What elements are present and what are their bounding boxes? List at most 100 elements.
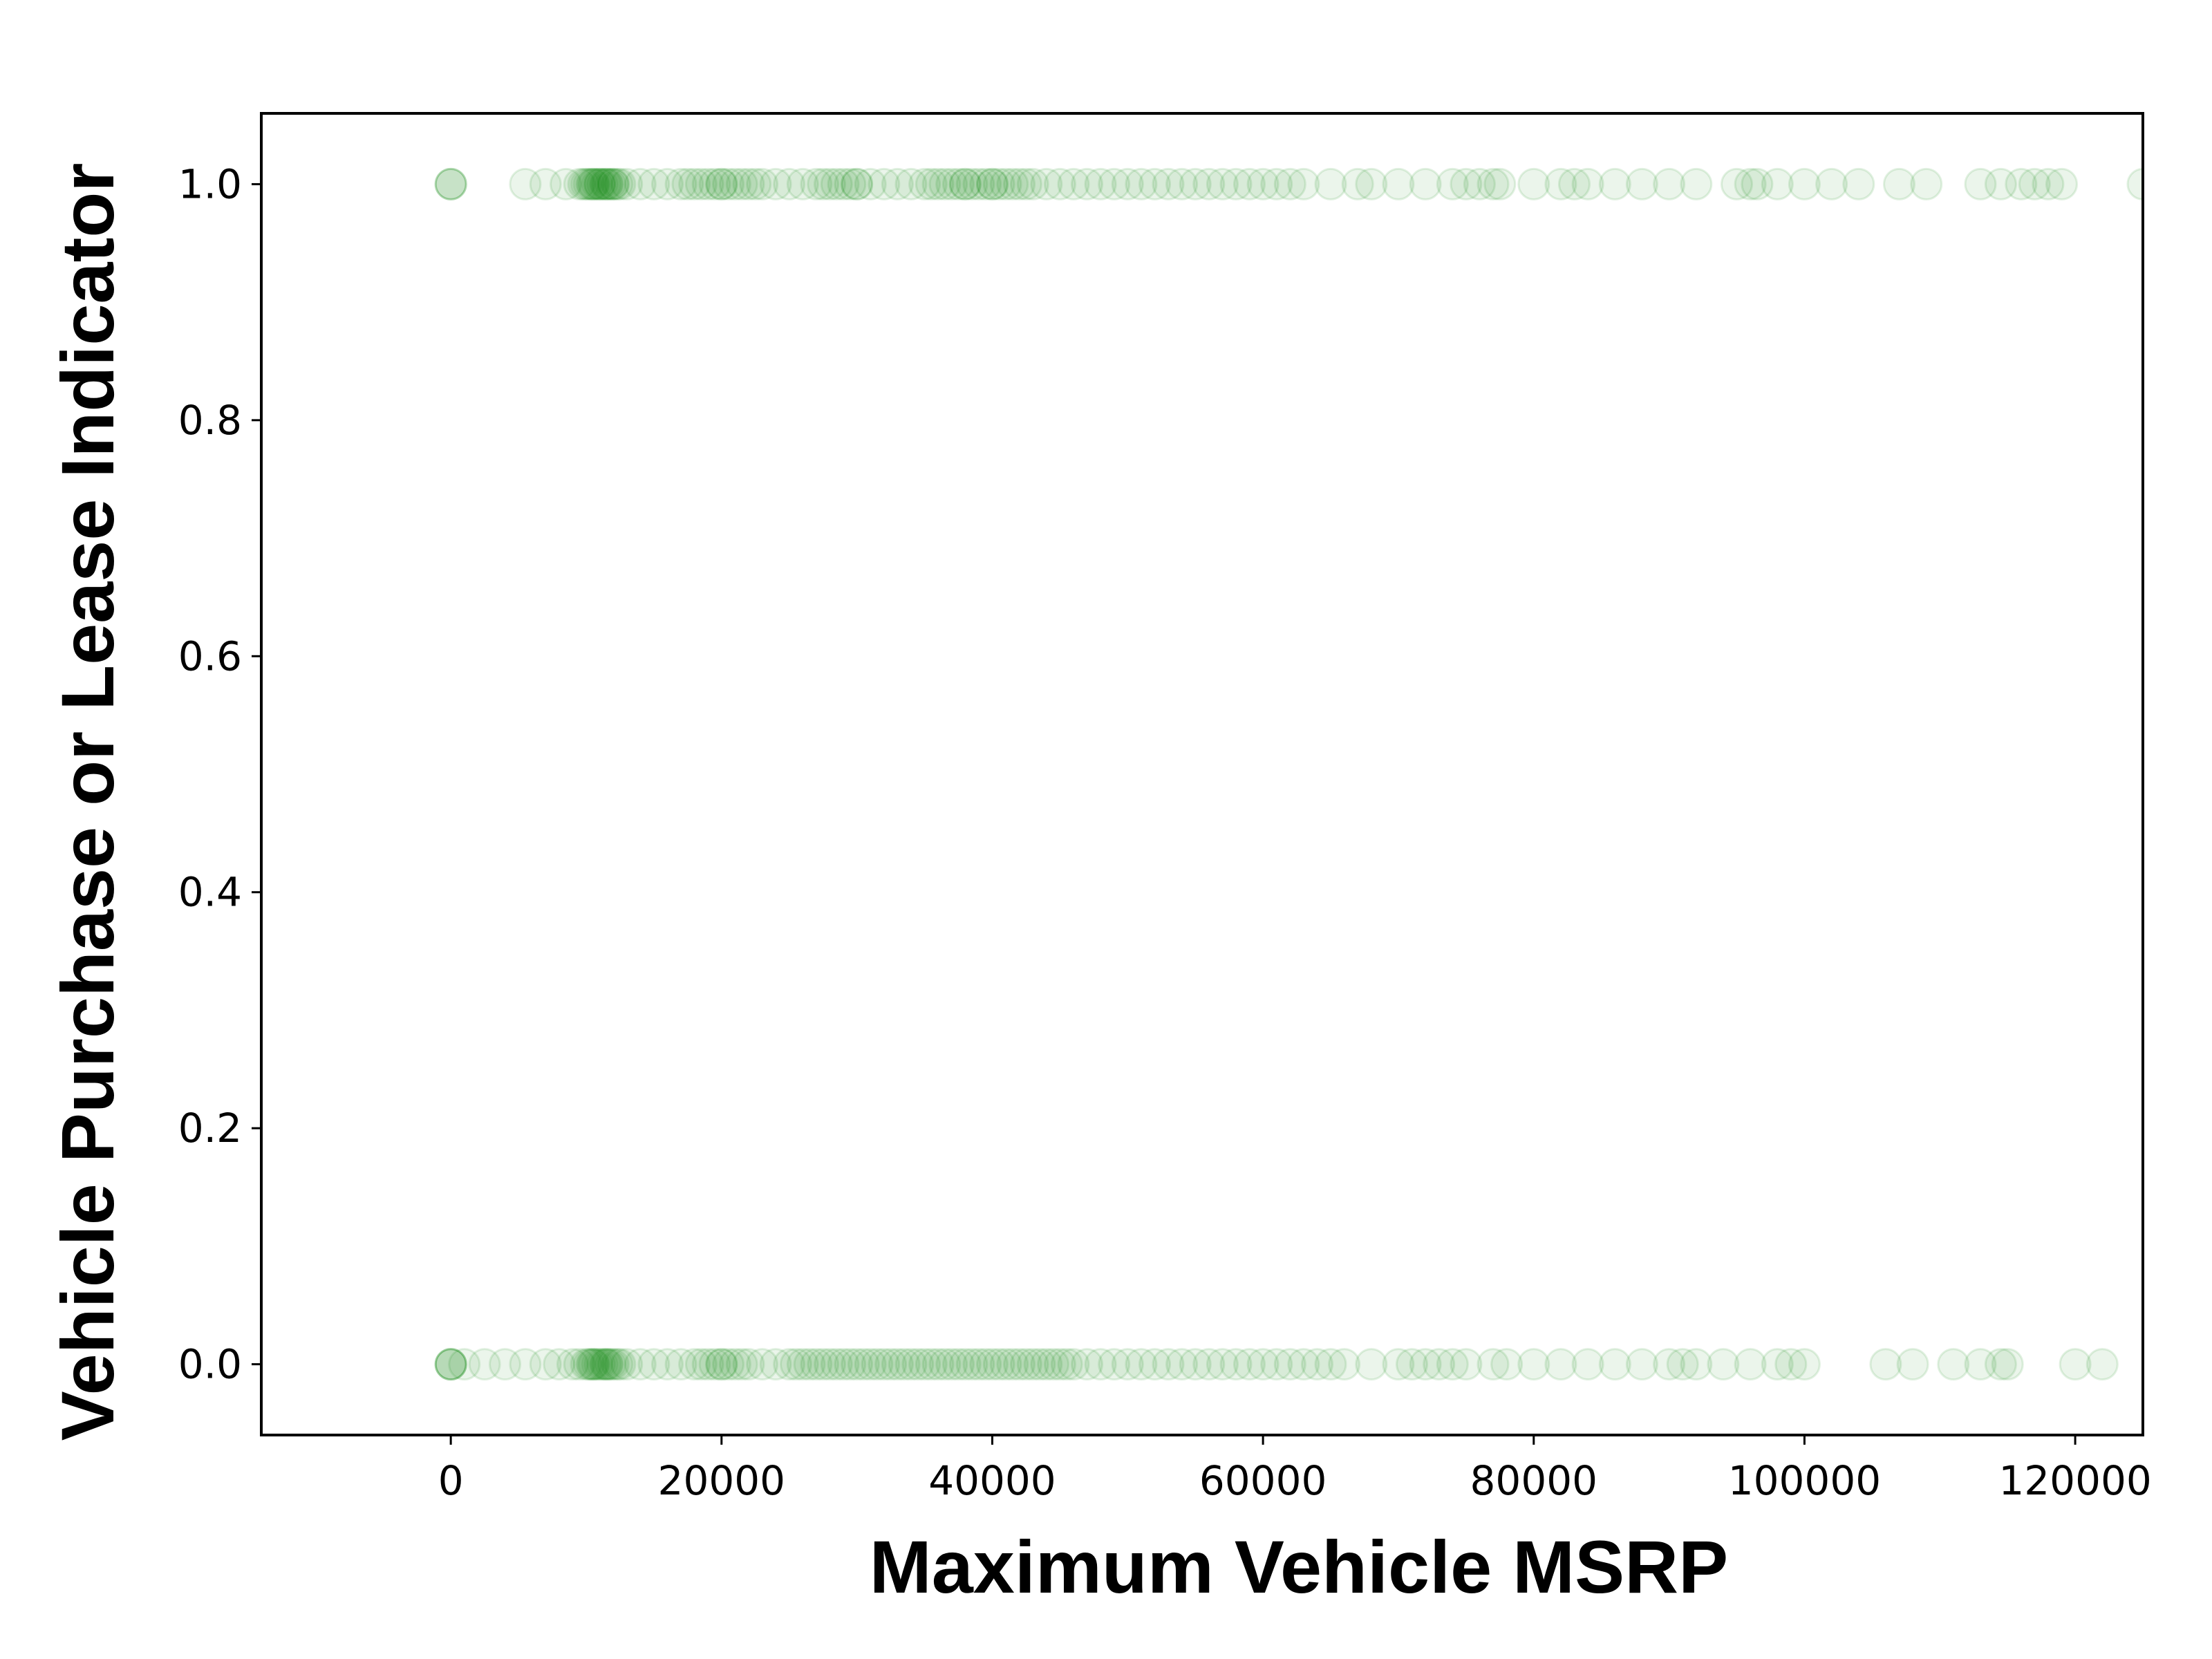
scatter-point [1741, 167, 1774, 200]
scatter-point [597, 167, 630, 200]
scatter-point [1571, 1348, 1604, 1381]
y-tick-label: 1.0 [178, 160, 242, 207]
scatter-point [786, 167, 819, 200]
scatter-point [578, 1348, 611, 1381]
scatter-point [814, 1348, 846, 1381]
scatter-point [624, 167, 657, 200]
scatter-point [854, 1348, 887, 1381]
scatter-point [1477, 167, 1510, 200]
scatter-point [854, 167, 887, 200]
scatter-point [588, 1348, 621, 1381]
scatter-point [591, 167, 624, 200]
scatter-point [996, 1348, 1029, 1381]
scatter-point [603, 1348, 637, 1381]
scatter-point [550, 167, 583, 200]
scatter-point [1043, 167, 1076, 200]
scatter-point [434, 1348, 467, 1381]
scatter-point [1273, 1348, 1306, 1381]
scatter-point [434, 1348, 467, 1381]
scatter-point [575, 167, 608, 200]
scatter-point [1984, 1348, 2017, 1381]
x-axis-title: Maximum Vehicle MSRP [870, 1525, 1728, 1609]
scatter-point [1896, 1348, 1929, 1381]
scatter-point [725, 167, 758, 200]
scatter-point [1680, 1348, 1713, 1381]
scatter-point [955, 1348, 988, 1381]
scatter-points [434, 167, 2143, 1381]
scatter-point [2005, 167, 2038, 200]
scatter-point [1314, 167, 1347, 200]
x-tick-label: 20000 [658, 1457, 786, 1504]
scatter-point [1774, 1348, 1808, 1381]
scatter-point [509, 1348, 542, 1381]
scatter-point [698, 167, 731, 200]
scatter-point [588, 167, 621, 200]
scatter-point [1233, 1348, 1266, 1381]
scatter-point [1071, 167, 1103, 200]
scatter-point [1436, 167, 1469, 200]
scatter-point [1179, 167, 1212, 200]
scatter-point [1815, 167, 1848, 200]
scatter-point [1009, 167, 1042, 200]
scatter-point [1558, 167, 1591, 200]
scatter-point [1341, 167, 1374, 200]
scatter-point [1219, 1348, 1253, 1381]
scatter-point [601, 1348, 634, 1381]
scatter-point [921, 167, 955, 200]
scatter-point [434, 167, 467, 200]
scatter-point [976, 167, 1009, 200]
scatter-point [793, 1348, 826, 1381]
scatter-point [948, 167, 982, 200]
scatter-point [489, 1348, 521, 1381]
scatter-point [746, 1348, 779, 1381]
scatter-point [1653, 1348, 1686, 1381]
scatter-point [2018, 167, 2051, 200]
scatter-point [827, 167, 860, 200]
scatter-point [1984, 167, 2017, 200]
scatter-point [759, 167, 792, 200]
scatter-point [1598, 167, 1631, 200]
scatter-point [1003, 167, 1036, 200]
scatter-point [942, 167, 975, 200]
scatter-point [712, 1348, 745, 1381]
scatter-point [624, 1348, 657, 1381]
scatter-point [1152, 167, 1185, 200]
scatter-point [807, 1348, 840, 1381]
scatter-point [1544, 1348, 1577, 1381]
y-tick-label: 0.2 [178, 1105, 242, 1152]
scatter-point [1680, 167, 1713, 200]
scatter-point [1084, 167, 1117, 200]
scatter-point [664, 167, 697, 200]
scatter-point [1991, 1348, 2024, 1381]
scatter-point [1598, 1348, 1631, 1381]
scatter-point [861, 1348, 894, 1381]
scatter-point [834, 167, 867, 200]
scatter-point [705, 1348, 738, 1381]
scatter-point [434, 167, 467, 200]
scatter-point [1842, 167, 1875, 200]
scatter-point [955, 167, 988, 200]
y-tick-label: 0.6 [178, 632, 242, 679]
y-axis-title: Vehicle Purchase or Lease Indicator [46, 163, 129, 1441]
scatter-point [800, 1348, 833, 1381]
scatter-point [962, 1348, 995, 1381]
scatter-point [1273, 167, 1306, 200]
plot-frame [260, 112, 2144, 1436]
scatter-point [1382, 1348, 1415, 1381]
scatter-point [590, 167, 623, 200]
scatter-point [881, 167, 914, 200]
y-tick-label: 0.4 [178, 869, 242, 916]
scatter-point [1517, 1348, 1550, 1381]
scatter-point [509, 167, 542, 200]
scatter-point [698, 1348, 731, 1381]
y-tick-label: 0.0 [178, 1341, 242, 1388]
scatter-point [1138, 167, 1171, 200]
scatter-point [908, 167, 941, 200]
scatter-point [915, 1348, 948, 1381]
scatter-point [529, 1348, 562, 1381]
scatter-point [1734, 1348, 1767, 1381]
scatter-point [1869, 1348, 1902, 1381]
scatter-point [1707, 1348, 1740, 1381]
scatter-point [1544, 167, 1577, 200]
